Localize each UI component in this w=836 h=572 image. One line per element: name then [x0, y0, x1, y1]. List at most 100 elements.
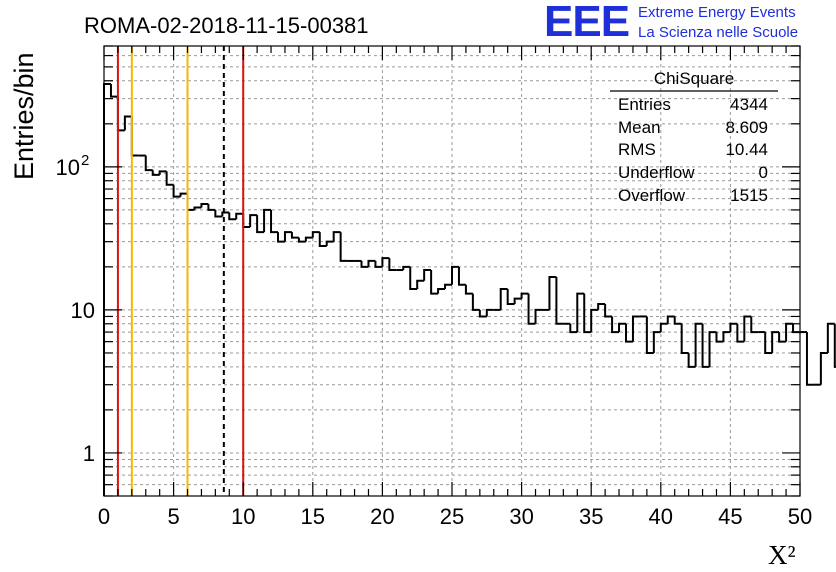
histogram-bin [103, 82, 111, 496]
histogram-bin [228, 212, 237, 221]
histogram-bin [826, 322, 835, 353]
histogram-bin [325, 240, 334, 246]
histogram-bin [193, 206, 202, 210]
histogram-bin [611, 316, 620, 334]
histogram-bin [506, 289, 515, 305]
reference-lines [116, 46, 245, 496]
histogram-bin [548, 275, 557, 310]
histogram-bin [583, 293, 592, 334]
histogram-bin [270, 209, 278, 234]
x-tick-label: 5 [167, 504, 179, 529]
histogram-bin [256, 215, 265, 234]
histogram-bin [249, 214, 258, 227]
histogram-bin [388, 258, 397, 272]
histogram-bin [645, 316, 654, 354]
histogram-bin [604, 303, 613, 318]
histogram-bin [277, 232, 285, 243]
histogram-bin [123, 115, 132, 131]
histogram-bin [687, 352, 696, 368]
x-axis-label: X² [768, 540, 796, 570]
histogram-bin [785, 322, 794, 342]
chart-title: ROMA-02-2018-11-15-00381 [84, 13, 369, 38]
histogram-bin [263, 208, 272, 233]
histogram-bin [625, 323, 633, 343]
stats-label-entries: Entries [618, 95, 671, 114]
eee-logo: EEE Extreme Energy Events La Scienza nel… [544, 0, 834, 46]
histogram-bin [576, 292, 585, 333]
histogram-bin [722, 331, 731, 342]
histogram-bin [304, 236, 313, 242]
logo-line-1: Extreme Energy Events [638, 4, 796, 21]
y-axis-label: Entries/bin [9, 52, 39, 180]
histogram-bin [283, 231, 292, 242]
histogram-bin [736, 323, 745, 343]
stats-value-entries: 4344 [730, 95, 768, 114]
histogram-bin [708, 331, 717, 367]
histogram-bin [186, 193, 195, 211]
histogram-bin [666, 315, 675, 324]
histogram-bin [381, 257, 390, 267]
histogram-bin [778, 332, 787, 343]
histogram-bin [430, 270, 439, 295]
histogram-bin [374, 260, 383, 268]
histogram-bin [172, 184, 181, 198]
histogram-bin [701, 323, 710, 368]
x-tick-label: 20 [370, 504, 394, 529]
histogram-bin [534, 308, 543, 324]
histogram-bin [792, 323, 800, 334]
histogram-bin [311, 231, 320, 238]
histogram-bin [520, 292, 529, 299]
x-tick-label: 35 [579, 504, 603, 529]
histogram-bin [805, 332, 814, 386]
histogram-bin [290, 232, 299, 239]
histogram-bin [416, 279, 425, 290]
histogram-bin [158, 170, 167, 175]
x-tick-label: 10 [231, 504, 255, 529]
stats-label-underflow: Underflow [618, 163, 695, 182]
histogram-bin [485, 308, 494, 317]
histogram-bin [367, 259, 376, 267]
stats-label-rms: RMS [618, 140, 656, 159]
histogram-bin [659, 322, 668, 333]
histogram-bin [764, 332, 773, 354]
stats-value-underflow: 0 [759, 163, 768, 182]
stats-value-mean: 8.609 [725, 118, 768, 137]
histogram-bin [318, 232, 327, 247]
stats-value-overflow: 1515 [730, 186, 768, 205]
histogram-bin [597, 302, 606, 310]
stats-title: ChiSquare [654, 69, 734, 88]
x-tick-label: 50 [788, 504, 812, 529]
logo-line-2: La Scienza nelle Scuole [638, 24, 799, 41]
histogram-bin [235, 212, 244, 220]
histogram-bin [631, 315, 640, 342]
histogram-bin [680, 323, 689, 354]
histogram-bin [750, 316, 759, 334]
histogram-bin [214, 209, 223, 218]
histogram-bin [819, 351, 828, 385]
histogram-bin [297, 237, 306, 243]
histogram-bin [242, 213, 251, 228]
x-tick-label: 0 [98, 504, 110, 529]
histogram-bin [694, 322, 703, 367]
histogram-bin [513, 297, 522, 304]
histogram-bin [165, 171, 174, 186]
histogram-bin [527, 293, 536, 325]
histogram-bin [743, 315, 752, 342]
histogram-bin [464, 284, 473, 295]
histogram-bin [437, 288, 446, 294]
x-tick-label: 45 [718, 504, 742, 529]
histogram-bin [332, 231, 341, 242]
stats-value-rms: 10.44 [725, 140, 768, 159]
histogram-bin [109, 83, 118, 98]
histogram-bin [833, 323, 836, 368]
grid-lines [104, 46, 800, 496]
histogram-bin [221, 211, 230, 217]
x-tick-label: 25 [440, 504, 464, 529]
stats-label-mean: Mean [618, 118, 661, 137]
histogram-bin [715, 332, 724, 343]
histogram-bin [130, 116, 139, 157]
x-tick-label: 40 [649, 504, 673, 529]
histogram-bin [555, 276, 564, 325]
y-tick-label: 1 [83, 441, 95, 466]
